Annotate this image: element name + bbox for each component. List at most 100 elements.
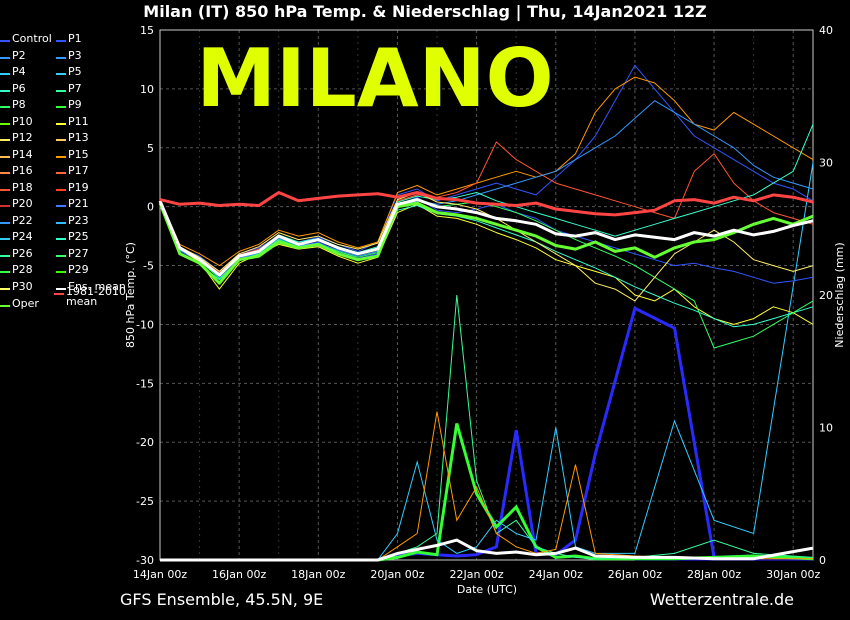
legend-swatch [56, 205, 66, 207]
legend-swatch [0, 305, 10, 307]
legend-label: P26 [12, 246, 33, 260]
legend-entry: P14 [0, 147, 33, 163]
legend-label: P14 [12, 147, 33, 161]
legend-label: P25 [68, 230, 89, 243]
legend-entry: P28 [0, 263, 33, 278]
legend-entry: 1981-2010 mean [54, 285, 126, 308]
y-tick-label: 5 [147, 142, 154, 155]
legend-swatch [56, 221, 66, 224]
legend-entry: P6 [0, 81, 26, 97]
y-tick-label: -10 [136, 318, 154, 331]
legend-label: P9 [68, 98, 82, 111]
legend-swatch [0, 122, 10, 125]
y2-tick-label: 20 [819, 289, 833, 302]
footer-source: Wetterzentrale.de [649, 590, 794, 609]
legend-label: Oper [12, 297, 39, 310]
y-tick-label: 10 [140, 83, 154, 96]
legend-swatch [0, 271, 10, 273]
y-tick-label: -30 [136, 554, 154, 567]
legend-entry: P18 [0, 180, 33, 196]
legend-swatch [0, 73, 10, 75]
legend-swatch [0, 56, 10, 59]
legend-label: P23 [68, 213, 89, 227]
y-tick-label: 15 [140, 24, 154, 37]
legend-swatch [56, 287, 66, 290]
footer-model-info: GFS Ensemble, 45.5N, 9E [120, 590, 324, 609]
legend-entry: P4 [0, 65, 26, 80]
legend-swatch [56, 73, 66, 75]
x-axis-label: Date (UTC) [457, 583, 517, 596]
legend-entry: P8 [0, 99, 26, 113]
y2-tick-label: 0 [819, 554, 826, 567]
x-tick-label: 22Jan 00z [449, 568, 503, 581]
legend-entry: P11 [56, 114, 89, 130]
legend-swatch [0, 139, 10, 141]
legend-swatch [0, 155, 10, 158]
temp-line-p15 [159, 76, 814, 267]
legend-label: P6 [12, 81, 26, 95]
legend-swatch [0, 172, 10, 174]
legend-entry: P7 [56, 83, 82, 97]
legend-swatch [56, 106, 66, 108]
legend-swatch [54, 293, 64, 295]
legend-swatch [56, 122, 66, 125]
legend-label: P11 [68, 114, 89, 128]
legend-entry: P13 [56, 132, 89, 146]
legend-label: P20 [12, 197, 33, 210]
legend-entry: P25 [56, 230, 89, 245]
y2-axis-label: Niederschlag (mm) [833, 242, 846, 347]
legend-entry: P17 [56, 165, 89, 179]
legend-label: P16 [12, 164, 33, 177]
legend-label: P18 [12, 180, 33, 194]
legend-label: P29 [68, 263, 89, 276]
legend-label: P15 [68, 147, 89, 161]
legend-label: P19 [68, 180, 89, 194]
legend-entry: P3 [56, 48, 82, 64]
legend-label: P4 [12, 65, 26, 78]
precip-line-p4 [160, 162, 814, 561]
legend-entry: P29 [56, 263, 89, 278]
legend-entry: P22 [0, 213, 33, 229]
temp-line-ens-mean [158, 198, 814, 277]
legend-label: P30 [12, 279, 33, 293]
y2-tick-label: 30 [819, 157, 833, 170]
legend-label: P10 [12, 114, 33, 128]
legend-swatch [56, 254, 66, 257]
legend-swatch [0, 287, 10, 290]
y-tick-label: -25 [136, 495, 154, 508]
grid-lines [159, 29, 813, 561]
legend-label: P3 [68, 48, 82, 62]
chart-title: Milan (IT) 850 hPa Temp. & Niederschlag … [143, 2, 707, 21]
legend-entry: P16 [0, 164, 33, 179]
temperature-series [158, 64, 814, 349]
y2-tick-label: 10 [819, 422, 833, 435]
precip-series [160, 162, 814, 562]
legend-entry: Ens. mean [56, 281, 126, 295]
legend-label: P22 [12, 213, 33, 227]
temp-line-p25 [159, 200, 814, 328]
precip-line-oper [160, 423, 814, 562]
legend-label: P1 [68, 32, 82, 45]
y-tick-label: -20 [136, 436, 154, 449]
x-tick-label: 26Jan 00z [608, 568, 662, 581]
legend-swatch [56, 139, 66, 141]
legend-swatch [56, 238, 66, 240]
y-tick-label: -15 [136, 377, 154, 390]
legend-entry: P9 [56, 98, 82, 113]
legend-entry: Oper [0, 297, 39, 312]
legend-swatch [0, 238, 10, 240]
legend-entry: P12 [0, 132, 33, 146]
legend-label: P28 [12, 263, 33, 276]
legend-swatch [56, 172, 66, 174]
legend-swatch [0, 254, 10, 257]
legend-swatch [0, 89, 10, 92]
legend-entry: P24 [0, 231, 33, 245]
legend-label: 1981-2010 mean [66, 285, 126, 308]
overlay-label: MILANO [196, 32, 553, 125]
legend-entry: P26 [0, 246, 33, 262]
precip-line-control [160, 306, 814, 562]
legend-entry: P27 [56, 248, 89, 262]
y-axis-label: 850 hPa Temp. (°C) [124, 242, 137, 348]
precip-line-ens-mean [160, 538, 814, 562]
